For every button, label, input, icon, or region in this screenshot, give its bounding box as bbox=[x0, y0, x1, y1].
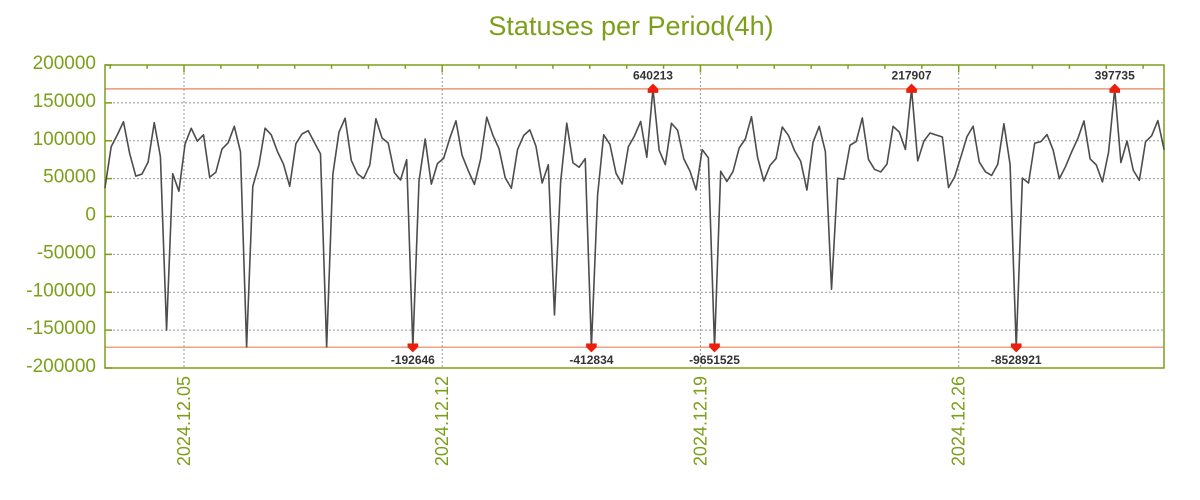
svg-text:-200000: -200000 bbox=[26, 356, 96, 377]
svg-text:200000: 200000 bbox=[33, 53, 96, 74]
svg-text:2024.12.19: 2024.12.19 bbox=[690, 376, 710, 466]
svg-text:397735: 397735 bbox=[1095, 68, 1135, 82]
svg-text:50000: 50000 bbox=[43, 167, 96, 188]
svg-text:-9651525: -9651525 bbox=[689, 353, 740, 367]
svg-text:217907: 217907 bbox=[892, 68, 932, 82]
svg-text:640213: 640213 bbox=[633, 68, 673, 82]
svg-text:100000: 100000 bbox=[33, 129, 96, 150]
svg-text:150000: 150000 bbox=[33, 91, 96, 112]
svg-text:Statuses per Period(4h): Statuses per Period(4h) bbox=[488, 11, 773, 41]
svg-text:-8528921: -8528921 bbox=[991, 353, 1042, 367]
svg-text:2024.12.26: 2024.12.26 bbox=[949, 376, 969, 466]
svg-text:-100000: -100000 bbox=[26, 280, 96, 301]
svg-text:-192646: -192646 bbox=[391, 353, 435, 367]
svg-text:0: 0 bbox=[85, 205, 96, 226]
svg-text:-50000: -50000 bbox=[37, 242, 96, 263]
svg-text:-412834: -412834 bbox=[569, 353, 613, 367]
svg-text:2024.12.12: 2024.12.12 bbox=[432, 376, 452, 466]
svg-text:2024.12.05: 2024.12.05 bbox=[174, 376, 194, 466]
svg-text:-150000: -150000 bbox=[26, 318, 96, 339]
